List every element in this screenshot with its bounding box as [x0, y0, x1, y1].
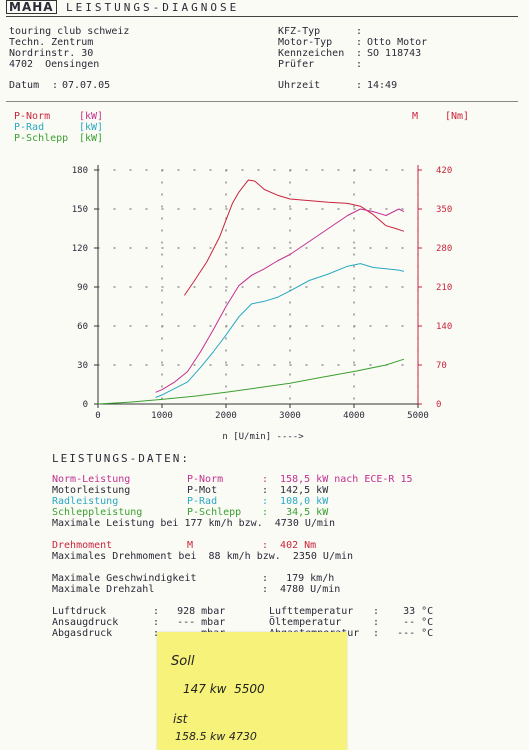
- x-tick-label: 3000: [279, 411, 301, 421]
- row-value-schlepp: : 34,5 kW: [262, 507, 329, 518]
- row-value-mot: : 142,5 kW: [262, 485, 329, 496]
- customer-line-3: Nordrinstr. 30: [9, 48, 94, 59]
- note-actual-values: 158.5 kw 4730: [175, 730, 257, 743]
- y-right-tick-label: 280: [436, 244, 452, 254]
- env-label2-1: Öltemperatur: [269, 617, 342, 628]
- y-left-tick-label: 0: [83, 400, 88, 410]
- maha-logo: MAHA: [6, 0, 57, 14]
- y-left-tick-label: 60: [77, 322, 88, 332]
- series-line-m: [183, 179, 405, 296]
- env-label-0: Luftdruck: [52, 606, 107, 617]
- note-soll: Soll: [171, 654, 195, 669]
- power-torque-chart: 0 30 60 90 120 150 180 0 70 140 210 280 350 420 0 1000 2…: [72, 165, 452, 442]
- vehicle-label-3: Prüfer: [278, 59, 315, 70]
- x-tick-label: 5000: [407, 411, 429, 421]
- y-right-tick-label: 420: [436, 166, 452, 176]
- y-left-tick-label: 90: [77, 283, 88, 293]
- y-right-tick-label: 0: [436, 400, 441, 410]
- vehicle-colon-3: :: [356, 59, 363, 70]
- legend-unit-p-schlepp: [kW]: [79, 133, 104, 144]
- row-sym-schlepp: P-Schlepp: [187, 507, 242, 518]
- row-label-rad: Radleistung: [52, 496, 119, 507]
- row-label-norm: Norm-Leistung: [52, 474, 131, 485]
- legend-name-p-rad: P-Rad: [14, 122, 45, 133]
- header-divider: [6, 16, 518, 17]
- vehicle-label-0: KFZ-Typ: [278, 26, 321, 37]
- max-torque-line: Maximales Drehmoment bei 88 km/h bzw. 23…: [52, 551, 354, 562]
- x-tick-label: 1000: [151, 411, 173, 421]
- time-value: 14:49: [367, 80, 398, 91]
- max-rpm-value: : 4780 U/min: [262, 584, 341, 595]
- vehicle-colon-1: :: [356, 37, 363, 48]
- env-label2-0: Lufttemperatur: [269, 606, 354, 617]
- date-value: 07.07.05: [62, 80, 111, 91]
- x-tick-label: 2000: [215, 411, 237, 421]
- customer-line-4: 4702 Oensingen: [9, 59, 100, 70]
- y-right-tick-label: 70: [436, 361, 447, 371]
- x-tick-label: 0: [95, 411, 100, 421]
- row-label-schlepp: Schleppleistung: [52, 507, 143, 518]
- row-sym-norm: P-Norm: [187, 474, 224, 485]
- max-power-line: Maximale Leistung bei 177 km/h bzw. 4730…: [52, 518, 335, 529]
- env-label-1: Ansaugdruck: [52, 617, 119, 628]
- x-axis-label: n [U/min] ---->: [222, 432, 304, 442]
- env-value2-2: : --- °C: [373, 628, 434, 639]
- series-line-p-rad: [155, 263, 405, 398]
- sticky-note: Soll 147 kw 5500 ist 158.5 kw 4730: [157, 632, 347, 750]
- env-value-1: : --- mbar: [153, 617, 226, 628]
- env-value2-0: : 33 °C: [373, 606, 434, 617]
- max-speed-value: : 179 km/h: [262, 573, 335, 584]
- legend-name-p-norm: P-Norm: [14, 111, 51, 122]
- time-colon: :: [356, 80, 363, 91]
- env-label-2: Abgasdruck: [52, 628, 113, 639]
- row-label-mot: Motorleistung: [52, 485, 131, 496]
- customer-line-2: Techn. Zentrum: [9, 37, 94, 48]
- legend-name-m: M: [412, 111, 419, 122]
- customer-line-1: touring club schweiz: [9, 26, 130, 37]
- time-label: Uhrzeit: [278, 80, 321, 91]
- vehicle-value-1: Otto Motor: [367, 37, 428, 48]
- y-left-tick-label: 120: [72, 244, 88, 254]
- env-value-0: : 928 mbar: [153, 606, 226, 617]
- vehicle-label-1: Motor-Typ: [278, 37, 333, 48]
- legend-name-p-schlepp: P-Schlepp: [14, 133, 69, 144]
- vehicle-colon-2: :: [356, 48, 363, 59]
- env-value2-1: : -- °C: [373, 617, 434, 628]
- legend-unit-m: [Nm]: [445, 111, 470, 122]
- legend-unit-p-rad: [kW]: [79, 122, 104, 133]
- y-left-tick-label: 180: [72, 166, 88, 176]
- y-right-tick-label: 140: [436, 322, 452, 332]
- y-left-tick-label: 30: [77, 361, 88, 371]
- x-tick-label: 4000: [343, 411, 365, 421]
- y-left-tick-label: 150: [72, 205, 88, 215]
- max-speed-label: Maximale Geschwindigkeit: [52, 573, 197, 584]
- y-right-tick-label: 210: [436, 283, 452, 293]
- vehicle-label-2: Kennzeichen: [278, 48, 345, 59]
- torque-sym: M: [187, 540, 194, 551]
- vehicle-colon-0: :: [356, 26, 363, 37]
- note-target-values: 147 kw 5500: [183, 682, 265, 696]
- row-sym-rad: P-Rad: [187, 496, 218, 507]
- row-value-norm: : 158,5 kW nach ECE-R 15: [262, 474, 413, 485]
- date-colon: :: [52, 80, 59, 91]
- report-title: LEISTUNGS-DIAGNOSE: [66, 1, 240, 14]
- info-divider: [6, 101, 518, 102]
- series-line-p-mot: [155, 208, 405, 393]
- series-line-p-schlepp: [97, 358, 405, 405]
- row-sym-mot: P-Mot: [187, 485, 218, 496]
- vehicle-value-2: SO 118743: [367, 48, 422, 59]
- note-ist: ist: [173, 712, 188, 726]
- y-right-tick-label: 350: [436, 205, 452, 215]
- legend-unit-p-norm: [kW]: [79, 111, 104, 122]
- max-rpm-label: Maximale Drehzahl: [52, 584, 155, 595]
- date-label: Datum: [9, 80, 40, 91]
- data-section-title: LEISTUNGS-DATEN:: [52, 452, 190, 465]
- row-value-rad: : 108,0 kW: [262, 496, 329, 507]
- torque-label: Drehmoment: [52, 540, 113, 551]
- torque-value: : 402 Nm: [262, 540, 317, 551]
